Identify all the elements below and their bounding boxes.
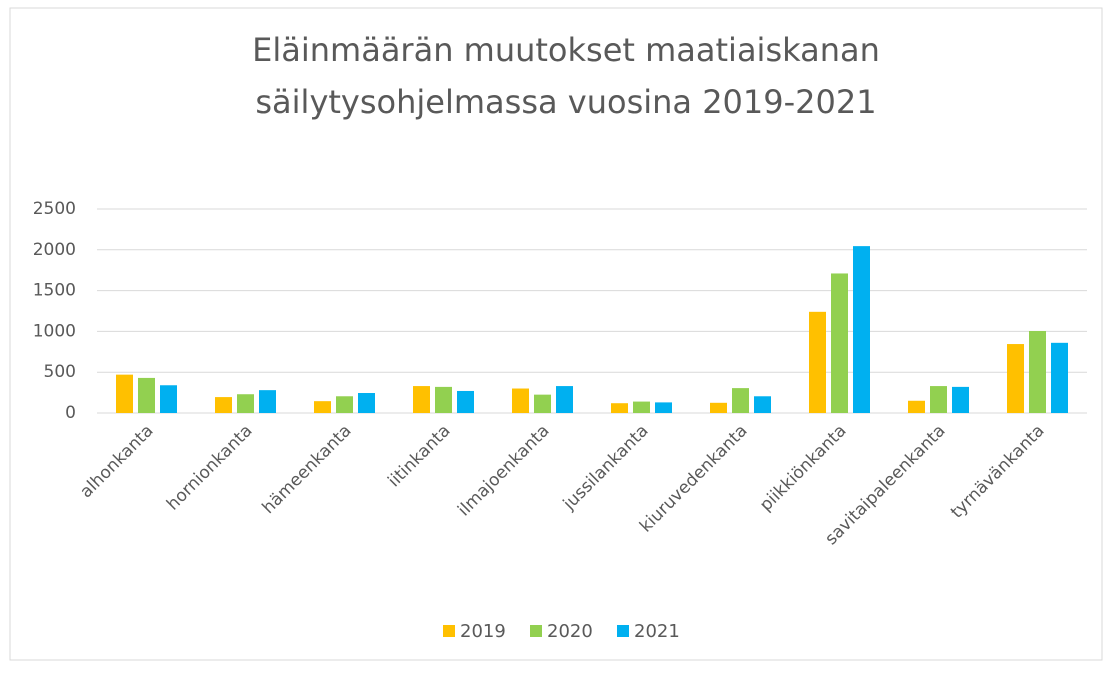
bar bbox=[952, 386, 969, 413]
bar bbox=[435, 386, 452, 413]
bar bbox=[534, 394, 551, 413]
bar bbox=[655, 402, 672, 413]
bar bbox=[237, 394, 254, 413]
bar bbox=[754, 396, 771, 413]
bar bbox=[512, 388, 529, 413]
bar bbox=[633, 401, 650, 413]
chart-title: säilytysohjelmassa vuosina 2019-2021 bbox=[255, 83, 876, 121]
bar bbox=[853, 246, 870, 413]
bar bbox=[1007, 344, 1024, 413]
bar bbox=[908, 400, 925, 413]
bar bbox=[358, 393, 375, 413]
chart-title: Eläinmäärän muutokset maatiaiskanan bbox=[252, 31, 880, 69]
legend-swatch bbox=[443, 625, 455, 637]
bar bbox=[215, 397, 232, 413]
y-tick-label: 500 bbox=[44, 362, 76, 382]
bar bbox=[116, 374, 133, 413]
bar bbox=[809, 311, 826, 413]
bar bbox=[831, 273, 848, 413]
y-tick-label: 2500 bbox=[33, 199, 76, 219]
bar bbox=[732, 388, 749, 413]
bar bbox=[259, 390, 276, 413]
chart-border bbox=[9, 7, 1103, 661]
y-tick-label: 0 bbox=[65, 403, 76, 423]
bar bbox=[314, 401, 331, 413]
bar bbox=[138, 377, 155, 413]
bar bbox=[336, 396, 353, 413]
y-tick-label: 1000 bbox=[33, 321, 76, 341]
bar bbox=[1029, 330, 1046, 413]
bar bbox=[556, 386, 573, 413]
bar bbox=[413, 386, 430, 413]
legend-label: 2021 bbox=[634, 621, 680, 642]
bar bbox=[160, 385, 177, 413]
y-tick-label: 1500 bbox=[33, 281, 76, 301]
bar bbox=[710, 402, 727, 413]
bar bbox=[1051, 342, 1068, 413]
bar bbox=[611, 403, 628, 413]
bar bbox=[930, 386, 947, 413]
legend-label: 2019 bbox=[460, 621, 506, 642]
legend-swatch bbox=[530, 625, 542, 637]
bar bbox=[457, 390, 474, 413]
legend-swatch bbox=[617, 625, 629, 637]
legend-label: 2020 bbox=[547, 621, 593, 642]
y-tick-label: 2000 bbox=[33, 240, 76, 260]
